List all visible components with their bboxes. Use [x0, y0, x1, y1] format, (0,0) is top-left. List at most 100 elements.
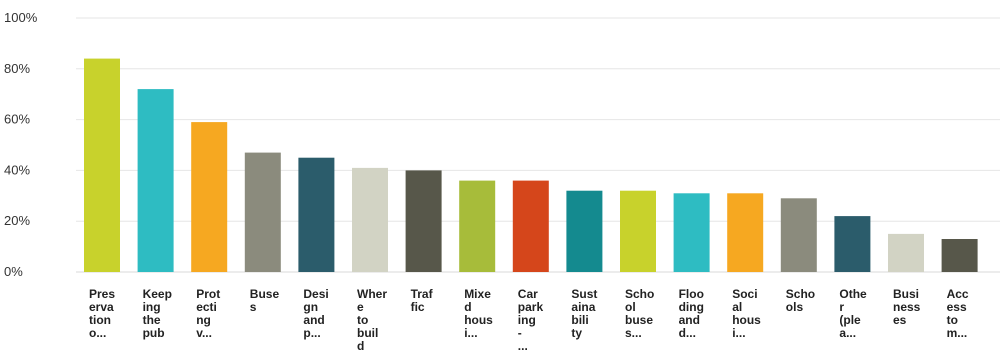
- x-tick-label-line: park: [518, 300, 544, 314]
- x-tick-label-line: o...: [89, 326, 106, 340]
- x-tick-label-line: erva: [89, 300, 114, 314]
- x-tick-label-line: r: [839, 300, 844, 314]
- x-tick-label-line: e: [357, 300, 364, 314]
- x-tick-label-line: to: [357, 313, 368, 327]
- x-tick-label-line: hous: [732, 313, 761, 327]
- x-tick-label-line: ness: [893, 300, 921, 314]
- bar: [620, 190, 656, 272]
- x-tick-label: Car park ing -...: [518, 287, 544, 353]
- x-tick-label-line: ing: [143, 300, 161, 314]
- x-tick-label-line: tion: [89, 313, 111, 327]
- x-tick-label: Pres erva tion o...: [89, 287, 115, 340]
- bar: [298, 157, 335, 272]
- y-tick-label: 0%: [4, 264, 23, 279]
- x-tick-label: Soci al hous i...: [732, 287, 761, 340]
- bar: [459, 180, 496, 272]
- x-tick-label-line: Scho: [625, 287, 654, 301]
- bar: [673, 193, 710, 272]
- x-tick-label-line: i...: [732, 326, 745, 340]
- x-tick-label: Scho ols: [786, 287, 815, 314]
- x-tick-label-line: gn: [303, 300, 318, 314]
- x-tick-label-line: buil: [357, 326, 378, 340]
- x-tick-label-line: ols: [786, 300, 804, 314]
- x-tick-label-line: s...: [625, 326, 642, 340]
- x-tick-label-line: the: [143, 313, 161, 327]
- x-tick-label-line: and: [679, 313, 700, 327]
- x-tick-label-line: v...: [196, 326, 212, 340]
- bar: [405, 170, 442, 272]
- x-tick-label-line: ...: [518, 339, 528, 353]
- x-tick-label-line: hous: [464, 313, 493, 327]
- x-tick-label-line: Busi: [893, 287, 919, 301]
- y-tick-label: 20%: [4, 213, 30, 228]
- bar: [137, 89, 174, 272]
- x-tick-label-line: i...: [464, 326, 477, 340]
- x-tick-label: Sust aina bili ty: [571, 287, 597, 340]
- x-tick-label-line: Floo: [679, 287, 704, 301]
- x-tick-label-line: fic: [411, 300, 425, 314]
- x-tick-label-line: Keep: [143, 287, 172, 301]
- x-tick-label-line: ess: [947, 300, 967, 314]
- y-tick-label: 100%: [4, 10, 38, 25]
- y-tick-label: 60%: [4, 112, 30, 127]
- x-tick-label-line: Pres: [89, 287, 115, 301]
- x-tick-label-line: d: [357, 339, 364, 353]
- bar: [191, 122, 228, 272]
- y-tick-label: 80%: [4, 61, 30, 76]
- x-tick-label-line: pub: [143, 326, 165, 340]
- x-tick-label-line: ol: [625, 300, 636, 314]
- x-tick-label: Acc ess to m...: [947, 287, 969, 340]
- x-tick-label: Othe r (ple a...: [839, 287, 867, 340]
- x-tick-label: Busi ness es: [893, 287, 921, 327]
- x-tick-label-line: (ple: [839, 313, 861, 327]
- x-tick-label-line: aina: [571, 300, 595, 314]
- x-tick-label-line: Othe: [839, 287, 867, 301]
- bar: [566, 190, 603, 272]
- x-tick-label: Mixe d hous i...: [464, 287, 493, 340]
- x-tick-label-line: Car: [518, 287, 538, 301]
- x-tick-label-line: -: [518, 326, 522, 340]
- x-tick-label-line: Scho: [786, 287, 815, 301]
- x-tick-label-line: d...: [679, 326, 696, 340]
- x-tick-label-line: buse: [625, 313, 653, 327]
- x-tick-label: Keep ing the pub: [143, 287, 172, 340]
- x-tick-label: Desi gn and p...: [303, 287, 328, 340]
- bar: [244, 152, 281, 272]
- bar: [834, 216, 871, 272]
- x-tick-label-line: ty: [571, 326, 582, 340]
- x-tick-label: Wher e to buil d: [357, 287, 387, 353]
- bar: [512, 180, 549, 272]
- x-tick-label-line: es: [893, 313, 907, 327]
- x-tick-label-line: Traf: [411, 287, 434, 301]
- x-tick-label: Buse s: [250, 287, 280, 314]
- bar: [780, 198, 817, 272]
- x-tick-label-line: p...: [303, 326, 320, 340]
- x-tick-label-line: m...: [947, 326, 968, 340]
- x-tick-label-line: to: [947, 313, 958, 327]
- x-tick-label: Prot ecti ng v...: [196, 287, 220, 340]
- x-tick-label-line: ecti: [196, 300, 217, 314]
- x-tick-label-line: Desi: [303, 287, 328, 301]
- bar: [727, 193, 764, 272]
- bar: [352, 167, 388, 272]
- x-tick-label-line: Acc: [947, 287, 969, 301]
- x-tick-label-line: Soci: [732, 287, 757, 301]
- x-tick-label-line: Prot: [196, 287, 220, 301]
- x-tick-label: Traf fic: [411, 287, 434, 314]
- x-tick-label-line: al: [732, 300, 742, 314]
- bar: [941, 239, 978, 272]
- x-tick-label-line: Mixe: [464, 287, 491, 301]
- x-tick-label: Floo ding and d...: [679, 287, 704, 340]
- x-tick-label-line: s: [250, 300, 257, 314]
- y-axis-ticks: 0% 20% 40% 60% 80% 100%: [4, 10, 38, 279]
- x-tick-label-line: ing: [518, 313, 536, 327]
- x-tick-label-line: and: [303, 313, 324, 327]
- x-tick-label-line: ding: [679, 300, 704, 314]
- y-tick-label: 40%: [4, 162, 30, 177]
- x-tick-label-line: Wher: [357, 287, 387, 301]
- x-tick-label-line: Buse: [250, 287, 280, 301]
- x-tick-label-line: ng: [196, 313, 211, 327]
- x-tick-label-line: a...: [839, 326, 856, 340]
- bar: [888, 233, 924, 272]
